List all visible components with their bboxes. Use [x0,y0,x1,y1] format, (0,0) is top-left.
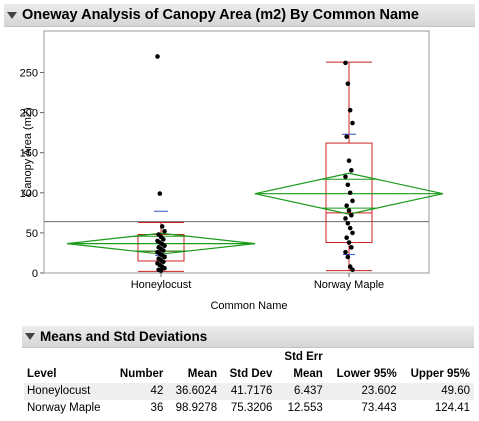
data-point [349,212,354,218]
data-point [343,249,348,255]
header-std-dev: Std Dev [229,368,273,380]
data-point [350,267,355,273]
table-row: Norway Maple 36 98.9278 75.3206 12.553 7… [24,400,474,417]
x-tick-label: Norway Maple [314,279,384,291]
data-point [162,254,167,260]
cell-number: 36 [111,400,168,417]
cell-std-err: 12.553 [276,400,327,417]
data-point [344,235,349,241]
data-point [161,259,166,265]
cell-lower-95: 73.443 [326,400,401,417]
data-point [347,264,353,269]
data-point [155,54,160,59]
cell-level: Norway Maple [24,400,112,417]
data-point [347,225,353,231]
data-point [162,228,167,234]
data-point [346,208,352,213]
report-title-bar[interactable]: Oneway Analysis of Canopy Area (m2) By C… [4,4,475,27]
data-point [349,168,354,173]
chart-marks [44,54,444,273]
cell-upper-95: 124.41 [400,400,474,417]
data-point [344,203,349,208]
header-mean: Mean [187,368,218,380]
means-table: Std Err Level Number Mean Std Dev Mean L… [24,349,474,417]
y-tick-label: 50 [26,228,38,240]
disclosure-triangle-icon[interactable] [25,333,35,340]
header-std-err-top: Std Err [284,351,323,363]
header-row: Level Number Mean Std Dev Mean Lower 95%… [24,366,474,383]
x-tick-label: Honeylocust [131,279,192,291]
header-number: Number [119,368,164,380]
data-point [343,60,348,66]
means-section-title: Means and Std Deviations [40,329,208,344]
y-axis: 0 50 100 150 200 250 [20,68,44,280]
y-tick-label: 200 [20,108,38,120]
header-level: Level [27,368,57,380]
data-point [345,220,351,226]
data-point [343,216,348,221]
header-std-err-bottom: Mean [293,368,323,380]
cell-level: Honeylocust [24,383,112,400]
data-point [161,248,166,253]
y-tick-label: 250 [20,68,38,80]
x-axis: Honeylocust Norway Maple [131,273,384,291]
cell-std-dev: 41.7176 [221,383,277,400]
cell-mean: 36.6024 [167,383,222,400]
data-point [344,134,349,139]
cell-number: 42 [111,383,168,400]
data-point [346,158,352,164]
cell-mean: 98.9278 [167,400,222,417]
data-point [162,265,167,271]
y-tick-label: 150 [20,148,38,160]
means-section-bar[interactable]: Means and Std Deviations [22,326,474,348]
data-point [345,254,351,260]
group-honeylocust [66,54,256,273]
cell-std-err: 6.437 [276,383,327,400]
data-point [157,191,163,196]
data-point [350,120,355,126]
plot-frame [43,30,430,274]
y-tick-label: 0 [32,268,38,280]
data-point [347,190,353,196]
header-upper-95: Upper 95% [410,368,470,380]
y-tick-label: 100 [20,188,38,200]
x-axis-label: Common Name [210,300,287,312]
data-point [162,243,167,249]
data-point [345,182,351,188]
disclosure-triangle-icon[interactable] [7,11,17,19]
data-point [350,198,355,204]
data-point [349,245,354,250]
data-point [158,268,164,273]
header-row-top: Std Err [24,349,474,366]
data-point [347,107,353,113]
cell-upper-95: 49.60 [400,383,474,400]
group-norway-maple [254,60,444,273]
report-title: Oneway Analysis of Canopy Area (m2) By C… [22,7,419,23]
data-point [159,224,165,229]
table-row: Honeylocust 42 36.6024 41.7176 6.437 23.… [24,383,474,400]
data-point [345,81,351,87]
data-point [343,174,348,180]
y-axis-label: Canopy Area (m2) [22,107,34,196]
cell-lower-95: 23.602 [326,383,401,400]
data-point [346,240,352,245]
header-lower-95: Lower 95% [336,368,397,380]
cell-std-dev: 75.3206 [221,400,277,417]
data-point [350,230,355,236]
data-point [161,237,166,242]
